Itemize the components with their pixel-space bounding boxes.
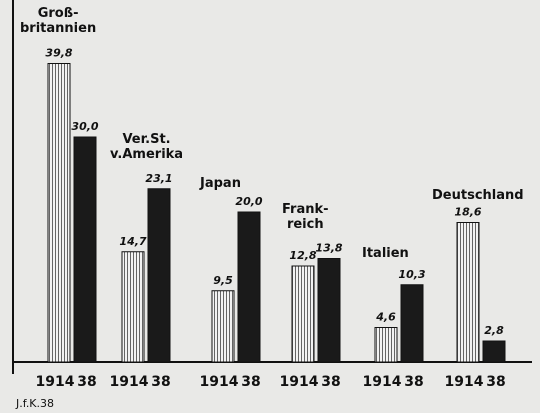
category-label: Deutschland — [432, 188, 524, 203]
category-label: Italien — [362, 246, 409, 261]
bar — [400, 284, 424, 363]
value-label: 30,0 — [71, 120, 98, 133]
value-label: 20,0 — [235, 195, 262, 208]
category-label: Groß- britannien — [20, 6, 97, 36]
bar — [317, 258, 341, 363]
year-label: 1914 — [445, 374, 484, 390]
bar — [374, 327, 398, 363]
year-label: 38 — [321, 374, 340, 390]
bar — [147, 188, 171, 363]
category-label: Ver.St. v.Amerika — [110, 132, 184, 162]
annotation: J.f.K.38 — [15, 397, 54, 410]
category-label: Frank- reich — [282, 202, 329, 232]
bar — [47, 63, 71, 363]
value-label: 9,5 — [213, 274, 233, 287]
value-label: 13,8 — [315, 242, 342, 255]
bar — [121, 251, 145, 363]
year-label: 1914 — [110, 374, 149, 390]
year-label: 1914 — [200, 374, 239, 390]
value-label: 12,8 — [289, 249, 316, 262]
bar — [237, 211, 261, 363]
bar — [482, 340, 506, 363]
year-label: 38 — [77, 374, 96, 390]
category-label: Japan — [200, 176, 241, 191]
year-label: 38 — [486, 374, 505, 390]
bar — [291, 265, 315, 363]
year-label: 38 — [241, 374, 260, 390]
year-label: 38 — [151, 374, 170, 390]
value-label: 39,8 — [45, 47, 72, 60]
bar — [211, 290, 235, 363]
value-label: 23,1 — [145, 172, 172, 185]
year-label: 38 — [404, 374, 423, 390]
value-label: 10,3 — [398, 268, 425, 281]
value-label: 2,8 — [484, 324, 504, 337]
value-label: 14,7 — [119, 235, 146, 248]
bar — [73, 136, 97, 363]
year-label: 1914 — [280, 374, 319, 390]
year-label: 1914 — [363, 374, 402, 390]
year-label: 1914 — [36, 374, 75, 390]
value-label: 4,6 — [375, 311, 396, 324]
value-label: 18,6 — [454, 206, 481, 219]
bar — [456, 222, 480, 363]
